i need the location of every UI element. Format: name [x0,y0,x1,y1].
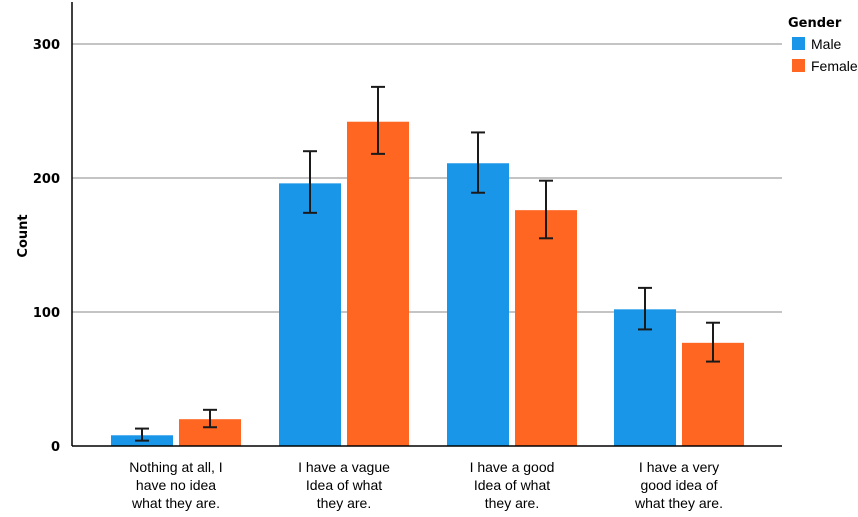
bar-male [279,183,341,447]
y-axis-label: Count [16,214,31,257]
x-tick-label: I have a very good idea of what they are. [634,459,723,511]
bar-male [614,309,676,446]
x-tick-label: I have a vague Idea of what they are. [298,459,390,511]
error-bar-male [303,150,317,214]
y-tick-label: 100 [33,306,60,321]
legend-label-female: Female [811,58,858,74]
legend: Gender Male Female [788,16,858,74]
error-bar-female [203,408,217,429]
y-tick-label: 200 [33,172,60,187]
x-tick-label: I have a good Idea of what they are. [470,459,555,511]
error-bar-female [706,321,720,363]
legend-label-male: Male [811,36,842,52]
bars [111,121,744,447]
legend-swatch-male [792,37,805,50]
error-bar-male [638,286,652,331]
error-bars [135,85,720,442]
error-bar-male [135,427,149,442]
bar-female [515,210,577,446]
gridlines [72,43,782,313]
bar-female [347,121,409,446]
error-bar-male [471,131,485,194]
bar-male [447,163,509,446]
legend-title: Gender [788,16,842,31]
error-bar-female [371,85,385,155]
y-tick-labels: 0 100 200 300 [33,38,60,455]
y-tick-label: 0 [51,440,60,455]
legend-swatch-female [792,59,805,72]
y-tick-label: 300 [33,38,60,53]
error-bar-female [539,179,553,240]
